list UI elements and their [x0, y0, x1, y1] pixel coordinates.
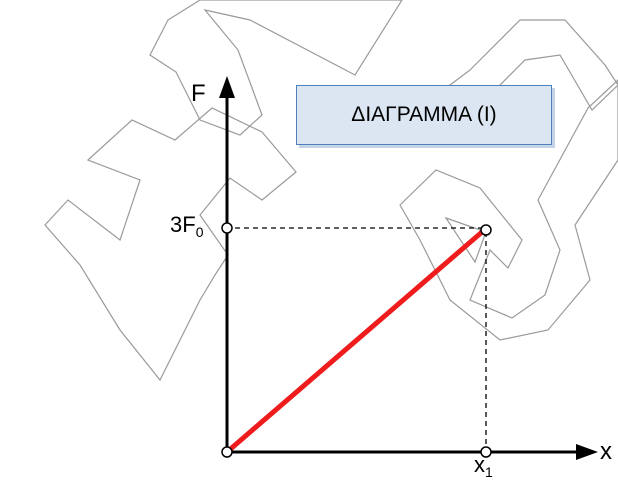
- axes: [219, 76, 598, 460]
- watermark-shape-right: [399, 79, 618, 341]
- x-axis-label: x: [600, 438, 612, 465]
- y-tick-label: 3F0: [170, 212, 203, 240]
- diagram-title-box: ΔΙΑΓΡΑΜΜΑ (Ι): [296, 85, 552, 145]
- x-tick-marker: [480, 446, 492, 458]
- y-axis-arrowhead: [219, 76, 235, 98]
- x-tick-label: x1: [474, 452, 493, 480]
- diagram-title: ΔΙΑΓΡΑΜΜΑ (Ι): [351, 103, 497, 126]
- y-tick-marker: [221, 222, 233, 234]
- x-tick-main: x: [474, 452, 485, 477]
- data-line: [225, 230, 484, 454]
- watermark-inner-triangle: [444, 216, 487, 264]
- watermark-shape-top: [149, 0, 403, 136]
- watermark-shape-left: [44, 107, 297, 382]
- markers: [221, 222, 492, 458]
- y-tick-sub: 0: [195, 224, 204, 240]
- endpoint-marker: [480, 224, 492, 236]
- watermark: [44, 0, 618, 382]
- x-axis-arrowhead: [576, 444, 598, 460]
- y-tick-main: 3F: [170, 212, 196, 237]
- origin-marker: [221, 446, 233, 458]
- projection-lines: [226, 227, 487, 452]
- x-tick-sub: 1: [485, 464, 493, 480]
- y-axis-label: F: [191, 80, 206, 107]
